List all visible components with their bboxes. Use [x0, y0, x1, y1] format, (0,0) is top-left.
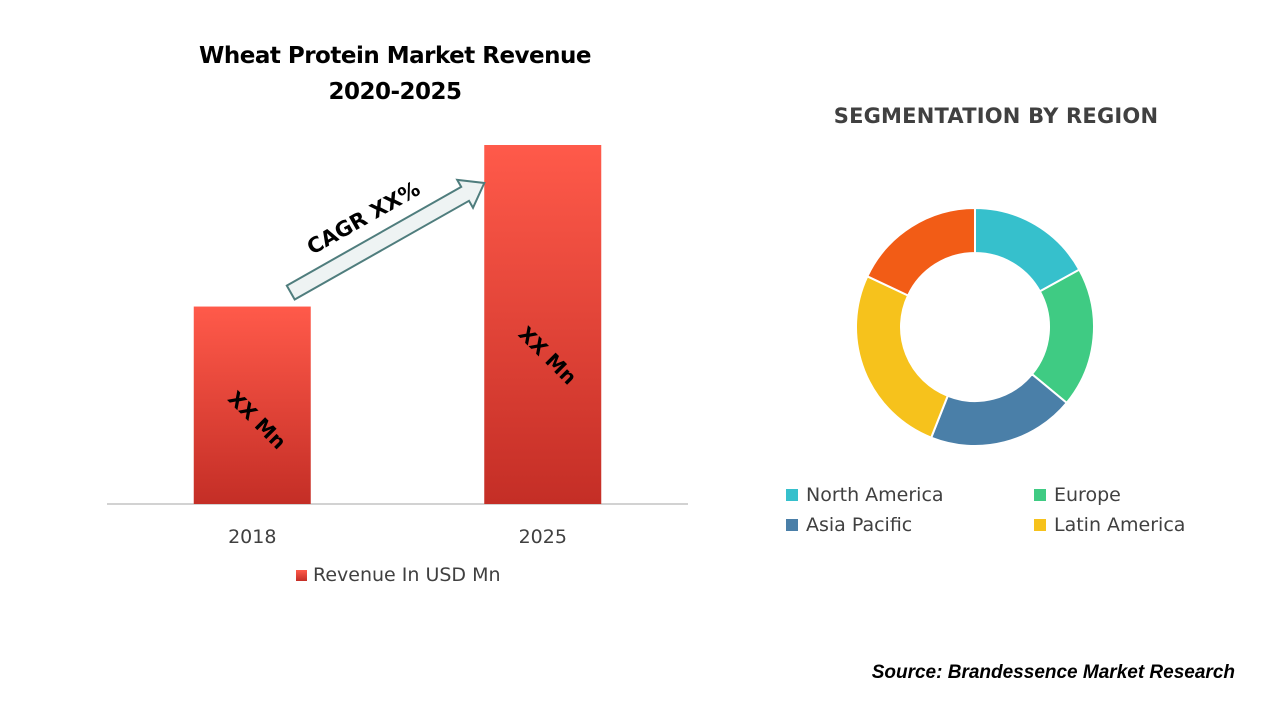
- bar-legend-label: Revenue In USD Mn: [313, 564, 501, 586]
- legend-swatch-latin-america: [1034, 519, 1046, 531]
- x-tick-label: 2025: [519, 526, 567, 548]
- bar-chart-title: Wheat Protein Market Revenue 2020-2025: [198, 43, 592, 105]
- legend-item-north-america: North America: [786, 484, 1034, 506]
- source-note: Source: Brandessence Market Research: [871, 662, 1235, 683]
- legend-label-latin-america: Latin America: [1054, 514, 1186, 536]
- legend-item-europe: Europe: [1034, 484, 1234, 506]
- bar-2025: [484, 145, 602, 504]
- legend-item-latin-america: Latin America: [1034, 514, 1234, 536]
- bar-legend: Revenue In USD Mn: [296, 564, 501, 586]
- legend-label-asia-pacific: Asia Pacific: [806, 514, 913, 536]
- legend-swatch-europe: [1034, 489, 1046, 501]
- legend-swatch-north-america: [786, 489, 798, 501]
- bar-2018: [193, 306, 311, 504]
- bar-legend-swatch: [296, 569, 307, 581]
- donut-slice-latin-america: [855, 275, 950, 439]
- donut-chart-title: SEGMENTATION BY REGION: [833, 104, 1159, 128]
- x-tick-label: 2018: [228, 526, 276, 548]
- cagr-arrow: [285, 178, 486, 301]
- legend-label-north-america: North America: [806, 484, 944, 506]
- legend-label-europe: Europe: [1054, 484, 1121, 506]
- legend-item-asia-pacific: Asia Pacific: [786, 514, 1034, 536]
- legend-swatch-asia-pacific: [786, 519, 798, 531]
- donut-slice-other: [865, 206, 976, 297]
- donut-legend: North America Europe Asia Pacific Latin …: [786, 484, 1226, 536]
- donut-slice-asia-pacific: [929, 372, 1069, 447]
